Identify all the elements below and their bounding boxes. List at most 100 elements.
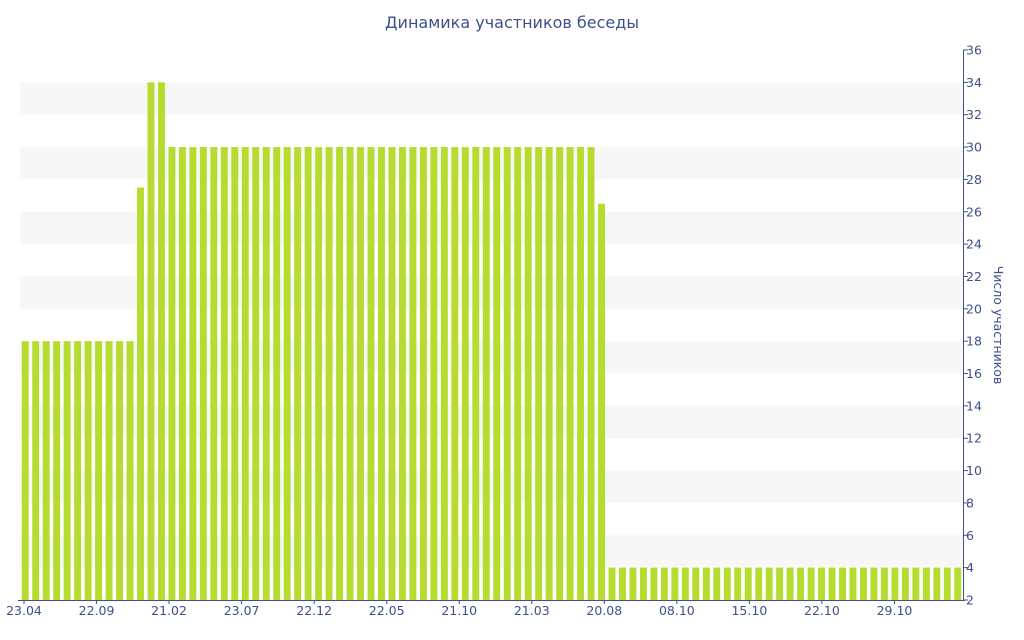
y-tick-label: 24 bbox=[966, 237, 982, 252]
y-tick-label: 2 bbox=[966, 593, 974, 608]
bar bbox=[660, 567, 668, 600]
y-tick-label: 16 bbox=[966, 366, 982, 381]
bar bbox=[650, 567, 658, 600]
bar bbox=[619, 567, 626, 600]
bar bbox=[178, 147, 186, 600]
bar bbox=[84, 341, 92, 600]
bar bbox=[776, 567, 784, 600]
bar bbox=[472, 147, 480, 600]
bar bbox=[304, 147, 312, 600]
bar bbox=[744, 567, 752, 600]
bar bbox=[21, 341, 29, 600]
bars-group bbox=[21, 82, 962, 601]
bar bbox=[608, 567, 616, 600]
bar bbox=[577, 147, 585, 600]
y-tick-label: 26 bbox=[966, 204, 982, 219]
bar bbox=[42, 341, 50, 600]
bar bbox=[273, 147, 281, 600]
bar bbox=[870, 567, 878, 600]
bar bbox=[346, 147, 354, 600]
bar bbox=[702, 567, 710, 600]
grid-band bbox=[20, 276, 963, 309]
bar bbox=[734, 567, 742, 600]
bar bbox=[262, 147, 270, 600]
x-tick-label: 15.10 bbox=[731, 603, 767, 618]
bar bbox=[786, 567, 794, 600]
bar bbox=[105, 341, 113, 600]
bar bbox=[63, 341, 71, 600]
y-tick-label: 34 bbox=[966, 75, 982, 90]
bar bbox=[189, 147, 197, 600]
bar bbox=[807, 567, 815, 600]
bar bbox=[493, 147, 501, 600]
y-tick-label: 14 bbox=[966, 398, 982, 413]
bar bbox=[587, 147, 595, 600]
bar bbox=[880, 567, 888, 600]
bar bbox=[954, 567, 962, 600]
bar bbox=[629, 567, 637, 600]
bar bbox=[451, 147, 459, 600]
y-tick-label: 20 bbox=[966, 301, 982, 316]
bar bbox=[524, 147, 532, 600]
y-tick-label: 6 bbox=[966, 528, 974, 543]
x-tick-label: 29.10 bbox=[877, 603, 913, 618]
x-tick-label: 23.07 bbox=[224, 603, 260, 618]
bar bbox=[419, 147, 427, 600]
bar bbox=[922, 567, 930, 600]
bar bbox=[566, 147, 574, 600]
grid-band bbox=[20, 341, 963, 374]
bar bbox=[367, 147, 375, 600]
bar bbox=[818, 567, 826, 600]
grid-band bbox=[20, 82, 963, 115]
bar bbox=[32, 341, 40, 600]
bar bbox=[116, 341, 123, 600]
bar bbox=[315, 147, 323, 600]
bar bbox=[692, 567, 700, 600]
bar bbox=[231, 147, 239, 600]
grid-band bbox=[20, 470, 963, 503]
x-tick-label: 20.08 bbox=[586, 603, 622, 618]
bar bbox=[535, 147, 543, 600]
bar bbox=[147, 82, 155, 601]
y-tick-label: 8 bbox=[966, 495, 974, 510]
bar bbox=[639, 567, 647, 600]
bar bbox=[755, 567, 763, 600]
y-tick-label: 22 bbox=[966, 269, 982, 284]
bar bbox=[325, 147, 333, 600]
bar bbox=[53, 341, 61, 600]
bar bbox=[294, 147, 302, 600]
bar bbox=[252, 147, 260, 600]
grid-band bbox=[20, 211, 963, 245]
bar bbox=[912, 567, 920, 600]
x-tick-label: 08.10 bbox=[659, 603, 695, 618]
bar bbox=[357, 147, 364, 600]
bar bbox=[210, 147, 218, 600]
y-tick-label: 36 bbox=[966, 43, 982, 58]
bar bbox=[168, 147, 176, 600]
x-tick-label: 22.12 bbox=[296, 603, 332, 618]
bar bbox=[95, 341, 103, 600]
x-tick-label: 23.04 bbox=[6, 603, 42, 618]
bar bbox=[378, 147, 385, 600]
bar bbox=[556, 147, 564, 600]
chart-title: Динамика участников беседы bbox=[385, 13, 639, 32]
x-tick-label: 21.02 bbox=[151, 603, 187, 618]
bar bbox=[157, 82, 165, 601]
bar bbox=[137, 187, 144, 600]
y-tick-label: 12 bbox=[966, 431, 982, 446]
bar bbox=[671, 567, 679, 600]
bar bbox=[839, 567, 846, 600]
bar bbox=[545, 147, 553, 600]
bar bbox=[901, 567, 909, 600]
grid-band bbox=[20, 405, 963, 439]
bar bbox=[388, 147, 396, 600]
y-tick-label: 18 bbox=[966, 334, 982, 349]
bar bbox=[765, 567, 773, 600]
bar bbox=[797, 567, 805, 600]
y-tick-label: 28 bbox=[966, 172, 982, 187]
bar bbox=[723, 567, 731, 600]
x-tick-label: 22.10 bbox=[804, 603, 840, 618]
